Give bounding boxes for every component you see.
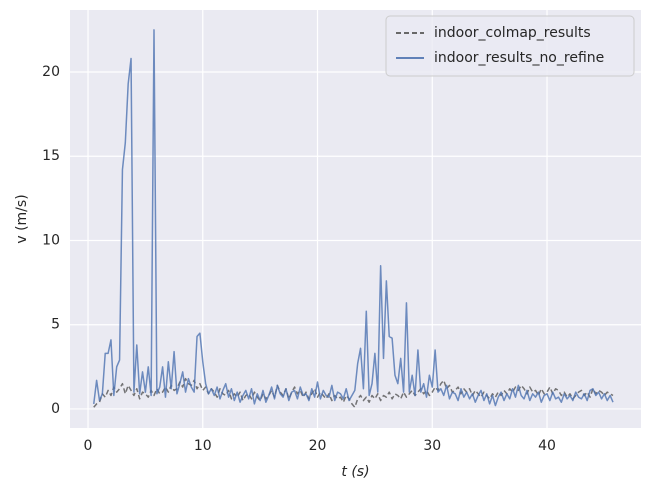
x-axis-label: t (s) [341,464,369,480]
y-tick-label: 10 [42,232,60,248]
data-line [93,29,614,407]
y-tick-label: 0 [51,401,60,417]
x-tick-label: 10 [194,438,212,454]
legend-label: indoor_results_no_refine [434,50,604,66]
plot-area [70,10,641,428]
legend-label: indoor_colmap_results [434,25,591,41]
x-tick-label: 20 [309,438,327,454]
data-line [93,377,614,409]
x-tick-label: 30 [423,438,441,454]
y-tick-label: 20 [42,64,60,80]
y-tick-label: 15 [42,148,60,164]
x-tick-label: 0 [84,438,93,454]
y-tick-label: 5 [51,317,60,333]
x-tick-label: 40 [538,438,556,454]
y-axis-label: v (m/s) [14,194,30,243]
legend-box [385,15,635,77]
